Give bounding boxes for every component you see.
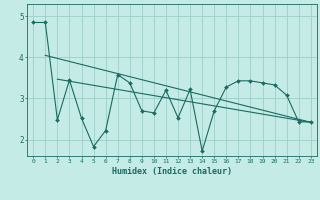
X-axis label: Humidex (Indice chaleur): Humidex (Indice chaleur) xyxy=(112,167,232,176)
